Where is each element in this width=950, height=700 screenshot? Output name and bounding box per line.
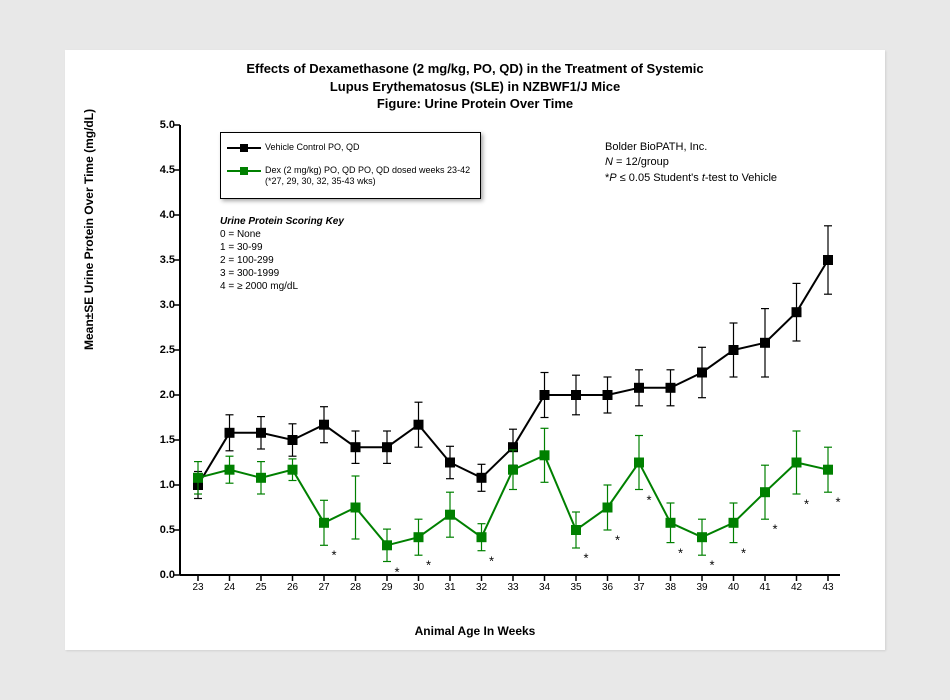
chart-panel: Effects of Dexamethasone (2 mg/kg, PO, Q…	[65, 50, 885, 650]
significance-marker: *	[426, 558, 431, 573]
x-tick-label: 38	[665, 582, 676, 593]
y-tick-label: 1.0	[147, 479, 175, 491]
y-tick-label: 0.0	[147, 569, 175, 581]
x-tick-label: 28	[350, 582, 361, 593]
significance-marker: *	[741, 545, 746, 560]
x-tick-label: 39	[696, 582, 707, 593]
x-tick-label: 41	[759, 582, 770, 593]
info-company: Bolder BioPATH, Inc.	[605, 140, 777, 155]
info-sig: *P ≤ 0.05 Student's t-test to Vehicle	[605, 171, 777, 186]
scoring-key-row: 0 = None	[220, 228, 344, 241]
x-tick-label: 23	[192, 582, 203, 593]
y-axis-label: Mean±SE Urine Protein Over Time (mg/dL)	[82, 109, 96, 350]
significance-marker: *	[646, 492, 651, 507]
x-tick-label: 27	[318, 582, 329, 593]
x-tick-label: 34	[539, 582, 550, 593]
y-tick-label: 3.5	[147, 254, 175, 266]
significance-marker: *	[331, 548, 336, 563]
y-tick-label: 5.0	[147, 119, 175, 131]
significance-marker: *	[804, 497, 809, 512]
x-tick-label: 40	[728, 582, 739, 593]
legend-swatch	[227, 143, 261, 153]
y-tick-label: 2.5	[147, 344, 175, 356]
scoring-key-row: 1 = 30-99	[220, 241, 344, 254]
info-n: N = 12/group	[605, 155, 777, 170]
significance-marker: *	[678, 545, 683, 560]
significance-marker: *	[489, 553, 494, 568]
scoring-key-title: Urine Protein Scoring Key	[220, 215, 344, 228]
title-line2: Lupus Erythematosus (SLE) in NZBWF1/J Mi…	[65, 78, 885, 96]
x-tick-label: 25	[255, 582, 266, 593]
title-line3: Figure: Urine Protein Over Time	[65, 95, 885, 113]
x-tick-label: 33	[507, 582, 518, 593]
significance-marker: *	[835, 495, 840, 510]
x-tick-label: 36	[602, 582, 613, 593]
x-tick-label: 29	[381, 582, 392, 593]
y-tick-label: 2.0	[147, 389, 175, 401]
scoring-key-row: 4 = ≥ 2000 mg/dL	[220, 280, 344, 293]
x-tick-label: 43	[822, 582, 833, 593]
y-tick-label: 0.5	[147, 524, 175, 536]
x-tick-label: 24	[224, 582, 235, 593]
y-tick-label: 1.5	[147, 434, 175, 446]
x-axis-label: Animal Age In Weeks	[65, 624, 885, 638]
scoring-key-row: 3 = 300-1999	[220, 267, 344, 280]
legend: Vehicle Control PO, QD Dex (2 mg/kg) PO, …	[220, 132, 481, 199]
info-block: Bolder BioPATH, Inc. N = 12/group *P ≤ 0…	[605, 140, 777, 186]
significance-marker: *	[583, 551, 588, 566]
x-tick-label: 26	[287, 582, 298, 593]
x-tick-label: 35	[570, 582, 581, 593]
title-line1: Effects of Dexamethasone (2 mg/kg, PO, Q…	[65, 60, 885, 78]
y-tick-label: 3.0	[147, 299, 175, 311]
x-tick-label: 30	[413, 582, 424, 593]
significance-marker: *	[772, 522, 777, 537]
legend-item: Vehicle Control PO, QD	[227, 142, 470, 153]
significance-marker: *	[709, 558, 714, 573]
chart-title: Effects of Dexamethasone (2 mg/kg, PO, Q…	[65, 60, 885, 113]
x-tick-label: 37	[633, 582, 644, 593]
legend-label: Vehicle Control PO, QD	[265, 142, 360, 153]
scoring-key-row: 2 = 100-299	[220, 254, 344, 267]
legend-swatch	[227, 166, 261, 176]
x-tick-label: 32	[476, 582, 487, 593]
legend-label: Dex (2 mg/kg) PO, QD PO, QD dosed weeks …	[265, 165, 470, 187]
y-tick-label: 4.0	[147, 209, 175, 221]
y-tick-label: 4.5	[147, 164, 175, 176]
significance-marker: *	[615, 533, 620, 548]
x-tick-label: 31	[444, 582, 455, 593]
scoring-key: Urine Protein Scoring Key 0 = None1 = 30…	[220, 215, 344, 293]
legend-item: Dex (2 mg/kg) PO, QD PO, QD dosed weeks …	[227, 165, 470, 187]
significance-marker: *	[394, 564, 399, 579]
x-tick-label: 42	[791, 582, 802, 593]
